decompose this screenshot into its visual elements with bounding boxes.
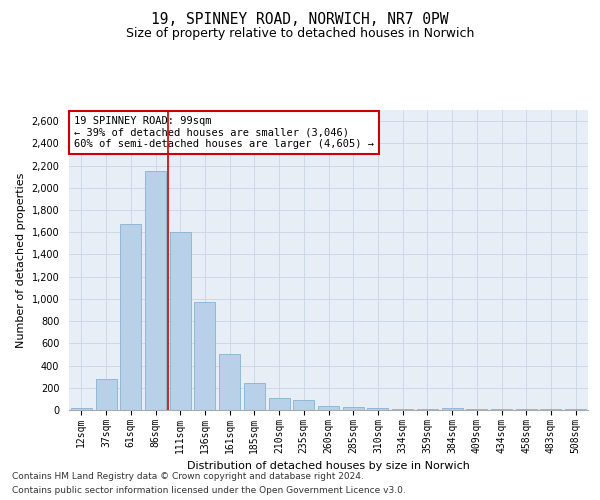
Bar	[541, 409, 562, 410]
Bar	[170, 232, 191, 410]
Text: 19, SPINNEY ROAD, NORWICH, NR7 0PW: 19, SPINNEY ROAD, NORWICH, NR7 0PW	[151, 12, 449, 28]
Bar	[392, 409, 413, 410]
Bar	[367, 408, 388, 410]
Text: 19 SPINNEY ROAD: 99sqm
← 39% of detached houses are smaller (3,046)
60% of semi-: 19 SPINNEY ROAD: 99sqm ← 39% of detached…	[74, 116, 374, 149]
Bar	[219, 354, 240, 410]
Text: Contains public sector information licensed under the Open Government Licence v3: Contains public sector information licen…	[12, 486, 406, 495]
Bar	[244, 383, 265, 410]
Bar	[466, 409, 487, 410]
Bar	[343, 406, 364, 410]
Bar	[565, 409, 586, 410]
Bar	[442, 408, 463, 410]
Bar	[95, 380, 116, 410]
Text: Contains HM Land Registry data © Crown copyright and database right 2024.: Contains HM Land Registry data © Crown c…	[12, 472, 364, 481]
X-axis label: Distribution of detached houses by size in Norwich: Distribution of detached houses by size …	[187, 461, 470, 471]
Bar	[145, 171, 166, 410]
Bar	[120, 224, 141, 410]
Bar	[318, 406, 339, 410]
Bar	[516, 409, 537, 410]
Y-axis label: Number of detached properties: Number of detached properties	[16, 172, 26, 348]
Bar	[293, 400, 314, 410]
Bar	[194, 302, 215, 410]
Bar	[71, 408, 92, 410]
Bar	[269, 398, 290, 410]
Bar	[491, 409, 512, 410]
Text: Size of property relative to detached houses in Norwich: Size of property relative to detached ho…	[126, 28, 474, 40]
